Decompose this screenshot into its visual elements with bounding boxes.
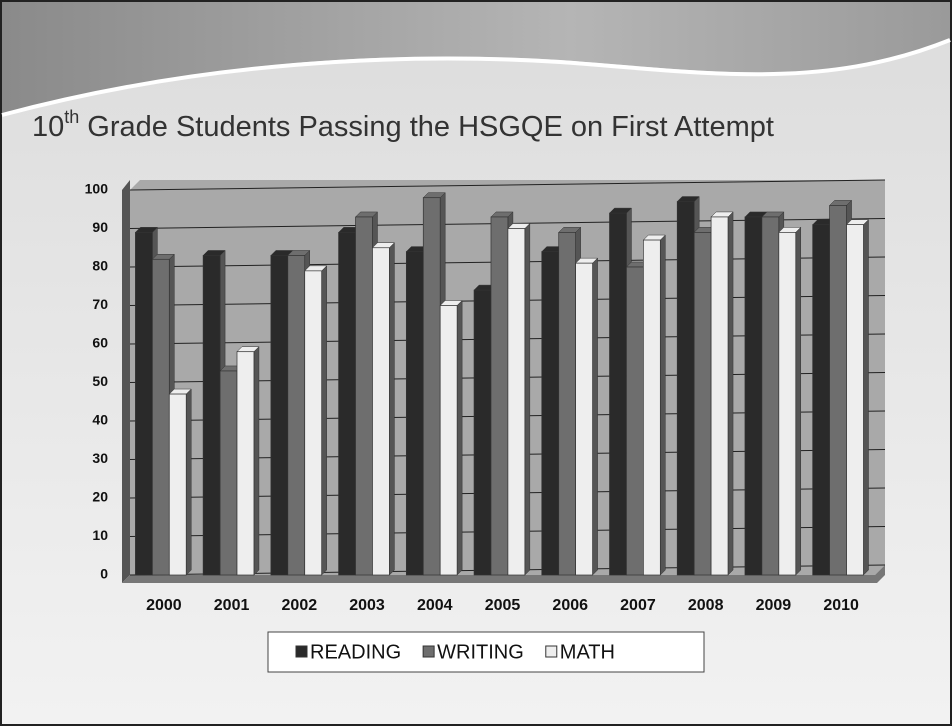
bar <box>473 289 492 576</box>
title-text: Grade Students Passing the HSGQE on Firs… <box>87 111 774 143</box>
bar <box>270 255 289 576</box>
bar-side <box>389 242 395 576</box>
y-tick-label: 20 <box>92 489 108 505</box>
bar <box>372 247 390 576</box>
wave-line <box>1 38 951 117</box>
bar-side <box>592 257 598 576</box>
bar-side <box>727 211 734 576</box>
x-tick-label: 2009 <box>756 597 792 614</box>
legend-swatch <box>545 645 558 658</box>
y-tick-label: 60 <box>92 335 108 351</box>
x-tick-label: 2004 <box>417 597 453 614</box>
x-tick-label: 2006 <box>552 597 588 614</box>
y-tick-label: 0 <box>100 566 108 582</box>
y-tick-label: 10 <box>92 527 108 543</box>
y-tick-label: 100 <box>85 181 109 197</box>
bar-side <box>863 219 869 576</box>
bar <box>168 393 187 576</box>
legend-label: READING <box>310 641 401 663</box>
bar <box>829 205 847 576</box>
y-tick-label: 30 <box>92 450 108 466</box>
bar <box>355 216 373 576</box>
bar <box>744 216 763 576</box>
header-wave <box>2 2 950 115</box>
bar-side <box>660 234 666 576</box>
bar <box>287 255 306 576</box>
bar <box>541 251 560 576</box>
bar <box>609 212 627 576</box>
x-tick-label: 2001 <box>214 597 250 614</box>
bar <box>812 224 830 576</box>
legend-swatch <box>295 645 308 658</box>
y-tick-label: 40 <box>92 412 108 428</box>
x-tick-label: 2000 <box>146 597 182 614</box>
bar <box>439 305 458 576</box>
x-tick-label: 2010 <box>823 597 859 614</box>
x-tick-label: 2005 <box>485 597 521 614</box>
bar <box>219 370 238 576</box>
x-tick-label: 2003 <box>349 597 385 614</box>
legend-box <box>267 631 705 673</box>
y-tick-label: 90 <box>92 219 108 235</box>
bar-side <box>253 346 260 576</box>
bar <box>490 216 509 576</box>
bar <box>202 255 221 576</box>
bar <box>152 258 170 576</box>
legend-label: WRITING <box>437 641 524 663</box>
bar <box>338 232 356 576</box>
title-superscript: th <box>64 107 79 127</box>
bar <box>778 232 797 576</box>
plot-floor <box>122 565 885 583</box>
y-tick-label: 50 <box>92 373 108 389</box>
y-tick-label: 80 <box>92 258 108 274</box>
legend-label: MATH <box>560 641 615 663</box>
x-tick-label: 2007 <box>620 597 656 614</box>
bar <box>422 197 441 576</box>
bar <box>761 216 780 576</box>
bar <box>135 232 153 576</box>
grid-line <box>129 179 886 191</box>
plot-wall-side <box>122 180 130 583</box>
chart-title: 10th Grade Students Passing the HSGQE on … <box>32 107 774 143</box>
bar <box>558 232 576 576</box>
x-tick-label: 2002 <box>282 597 318 614</box>
bar <box>693 232 712 576</box>
y-tick-label: 70 <box>92 296 108 312</box>
x-tick-label: 2008 <box>688 597 724 614</box>
bar <box>575 262 593 576</box>
bar <box>304 270 323 576</box>
bar-side <box>456 299 463 576</box>
title-number: 10 <box>32 111 64 143</box>
bar-side <box>524 222 531 576</box>
bar <box>710 216 729 576</box>
bar <box>626 266 644 576</box>
bar <box>643 239 661 576</box>
bar <box>507 228 526 576</box>
bar <box>236 351 255 576</box>
legend-swatch <box>422 645 435 658</box>
bar <box>405 251 424 576</box>
bar-side <box>321 265 327 576</box>
bar <box>676 201 695 576</box>
bar <box>846 224 864 576</box>
bar-side <box>795 226 802 576</box>
bar-side <box>185 388 192 576</box>
